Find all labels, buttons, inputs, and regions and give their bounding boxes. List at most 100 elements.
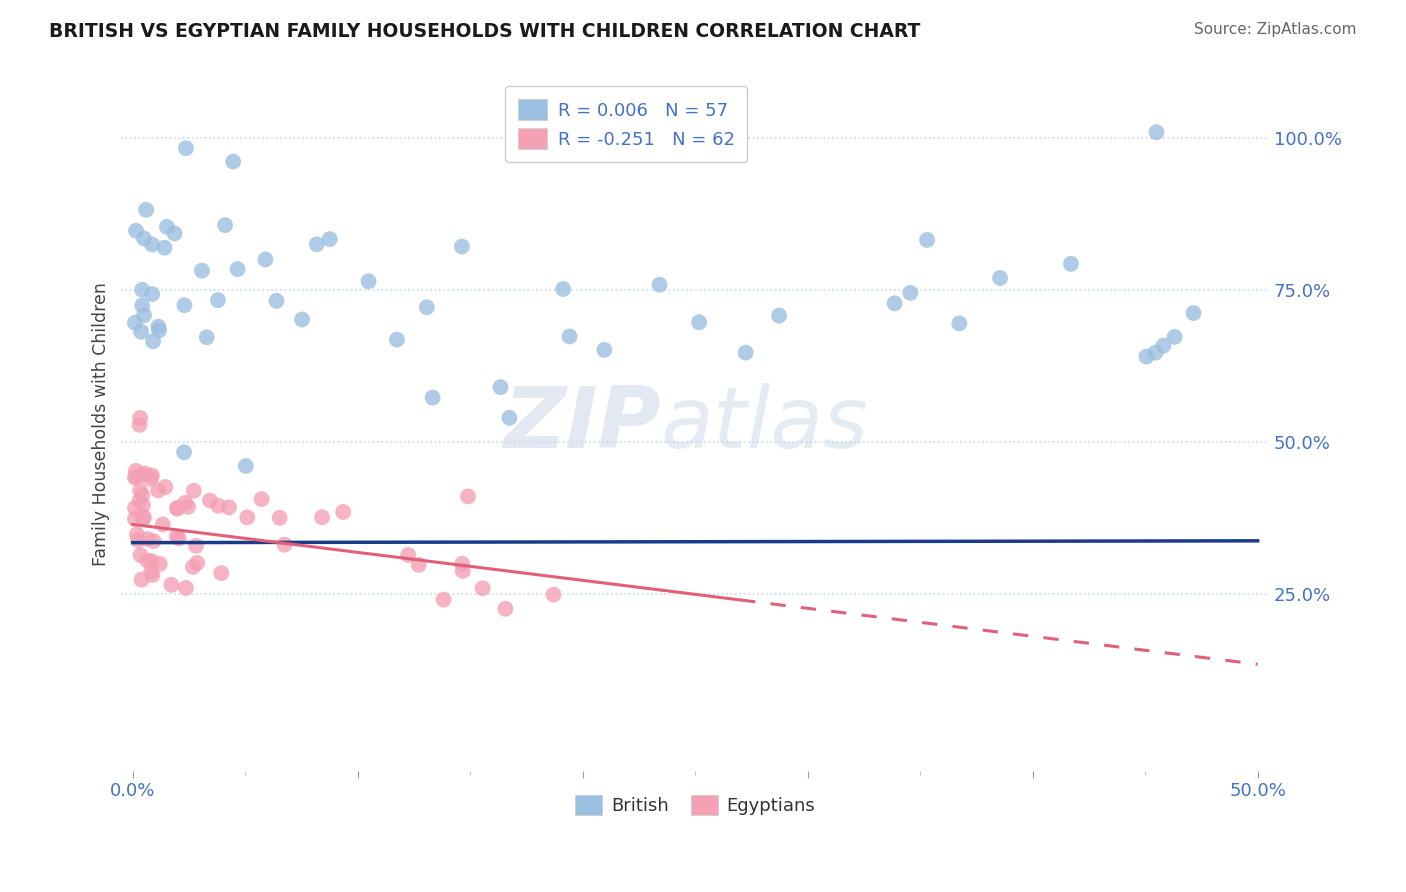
Point	[311, 510, 333, 524]
Point	[471, 581, 494, 595]
Point	[451, 557, 474, 571]
Point	[269, 510, 291, 524]
Point	[948, 317, 970, 331]
Point	[273, 538, 295, 552]
Point	[291, 312, 314, 326]
Point	[160, 578, 183, 592]
Point	[149, 557, 172, 571]
Point	[132, 512, 155, 526]
Point	[139, 472, 162, 486]
Point	[128, 417, 150, 432]
Text: atlas: atlas	[661, 383, 869, 466]
Point	[127, 533, 149, 548]
Point	[558, 329, 581, 343]
Point	[396, 548, 419, 562]
Point	[136, 532, 159, 546]
Y-axis label: Family Households with Children: Family Households with Children	[93, 282, 110, 566]
Point	[236, 510, 259, 524]
Point	[768, 309, 790, 323]
Point	[222, 154, 245, 169]
Point	[166, 500, 188, 515]
Point	[136, 553, 159, 567]
Point	[156, 219, 179, 234]
Point	[132, 498, 155, 512]
Point	[266, 293, 288, 308]
Point	[1144, 345, 1167, 359]
Point	[141, 237, 163, 252]
Text: ZIP: ZIP	[503, 383, 661, 466]
Point	[173, 298, 195, 312]
Point	[186, 556, 208, 570]
Point	[408, 558, 430, 572]
Point	[688, 315, 710, 329]
Point	[226, 262, 249, 277]
Point	[494, 602, 516, 616]
Point	[124, 316, 146, 330]
Point	[250, 492, 273, 507]
Point	[141, 287, 163, 301]
Point	[125, 464, 148, 478]
Point	[195, 330, 218, 344]
Point	[451, 239, 474, 253]
Point	[209, 566, 232, 581]
Point	[153, 241, 176, 255]
Point	[129, 483, 152, 498]
Point	[319, 232, 342, 246]
Point	[125, 469, 148, 483]
Point	[132, 231, 155, 245]
Point	[173, 445, 195, 459]
Point	[214, 218, 236, 232]
Point	[254, 252, 277, 267]
Point	[134, 467, 156, 481]
Point	[883, 296, 905, 310]
Point	[1163, 330, 1185, 344]
Point	[181, 560, 204, 574]
Point	[155, 480, 177, 494]
Point	[129, 411, 152, 425]
Point	[177, 500, 200, 514]
Point	[141, 468, 163, 483]
Point	[235, 458, 257, 473]
Text: Source: ZipAtlas.com: Source: ZipAtlas.com	[1194, 22, 1357, 37]
Point	[1135, 350, 1157, 364]
Point	[132, 509, 155, 524]
Point	[141, 554, 163, 568]
Point	[131, 298, 153, 312]
Point	[1144, 125, 1167, 139]
Legend: British, Egyptians: British, Egyptians	[567, 786, 824, 824]
Point	[163, 227, 186, 241]
Point	[218, 500, 240, 515]
Point	[498, 410, 520, 425]
Point	[131, 283, 153, 297]
Point	[184, 539, 207, 553]
Point	[124, 500, 146, 515]
Point	[416, 300, 439, 314]
Point	[141, 565, 163, 579]
Point	[451, 564, 474, 578]
Point	[131, 468, 153, 483]
Point	[166, 501, 188, 516]
Point	[457, 490, 479, 504]
Point	[132, 308, 155, 322]
Point	[166, 529, 188, 543]
Text: BRITISH VS EGYPTIAN FAMILY HOUSEHOLDS WITH CHILDREN CORRELATION CHART: BRITISH VS EGYPTIAN FAMILY HOUSEHOLDS WI…	[49, 22, 921, 41]
Point	[543, 588, 565, 602]
Point	[174, 141, 197, 155]
Point	[915, 233, 938, 247]
Point	[553, 282, 575, 296]
Point	[593, 343, 616, 357]
Point	[131, 573, 153, 587]
Point	[174, 581, 197, 595]
Point	[129, 325, 152, 339]
Point	[124, 470, 146, 484]
Point	[141, 568, 163, 582]
Point	[191, 263, 214, 277]
Point	[125, 527, 148, 541]
Point	[198, 493, 221, 508]
Point	[385, 333, 408, 347]
Point	[125, 224, 148, 238]
Point	[988, 271, 1011, 285]
Point	[1060, 257, 1083, 271]
Point	[1152, 339, 1174, 353]
Point	[422, 391, 444, 405]
